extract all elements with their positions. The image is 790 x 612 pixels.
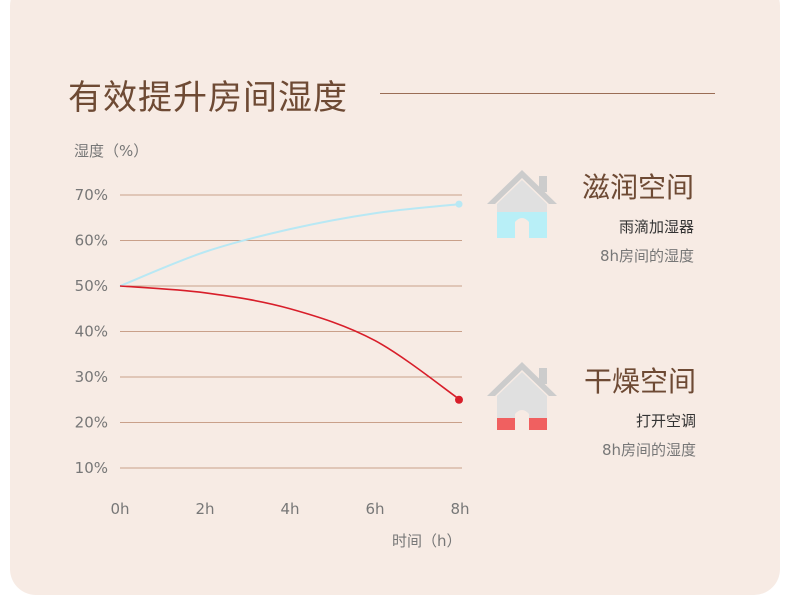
legend-dry: 干燥空间 打开空调 8h房间的湿度 xyxy=(456,360,696,460)
x-tick-label: 8h xyxy=(450,500,469,518)
x-tick-label: 4h xyxy=(280,500,299,518)
x-tick-label: 2h xyxy=(195,500,214,518)
series-end-point xyxy=(455,395,463,404)
legend-moist-line1: 雨滴加湿器 xyxy=(618,218,694,236)
chart-title: 有效提升房间湿度 xyxy=(68,78,348,118)
legend-dry-line1: 打开空调 xyxy=(635,412,696,430)
chart-card xyxy=(10,0,780,595)
x-tick-labels: 0h 2h 4h 6h 8h xyxy=(110,500,469,518)
series-end-point xyxy=(455,200,463,208)
y-tick-label: 50% xyxy=(75,277,108,295)
series-line xyxy=(119,285,461,401)
grid-lines xyxy=(120,194,462,469)
y-axis-label: 湿度（%） xyxy=(74,142,149,160)
y-tick-label: 30% xyxy=(75,368,108,386)
house-icon-moist xyxy=(487,170,557,238)
y-tick-label: 60% xyxy=(75,232,108,250)
legend-moist-line2: 8h房间的湿度 xyxy=(599,247,694,265)
y-tick-label: 70% xyxy=(75,186,108,204)
y-tick-labels: 10% 20% 30% 40% 50% 60% 70% xyxy=(75,186,108,477)
y-tick-label: 20% xyxy=(75,414,108,432)
house-icon-dry xyxy=(487,362,557,430)
x-tick-label: 0h xyxy=(110,500,129,518)
legend-dry-name: 干燥空间 xyxy=(583,365,696,398)
legend-dry-line2: 8h房间的湿度 xyxy=(601,441,696,459)
x-axis-label: 时间（h） xyxy=(392,532,462,550)
title-divider xyxy=(380,93,715,94)
x-tick-label: 6h xyxy=(365,500,384,518)
series-line xyxy=(119,203,461,287)
y-tick-label: 10% xyxy=(75,459,108,477)
legend-moist: 滋润空间 雨滴加湿器 8h房间的湿度 xyxy=(454,166,694,266)
y-tick-label: 40% xyxy=(75,323,108,341)
legend-moist-name: 滋润空间 xyxy=(581,171,694,204)
series-lines xyxy=(119,200,463,404)
